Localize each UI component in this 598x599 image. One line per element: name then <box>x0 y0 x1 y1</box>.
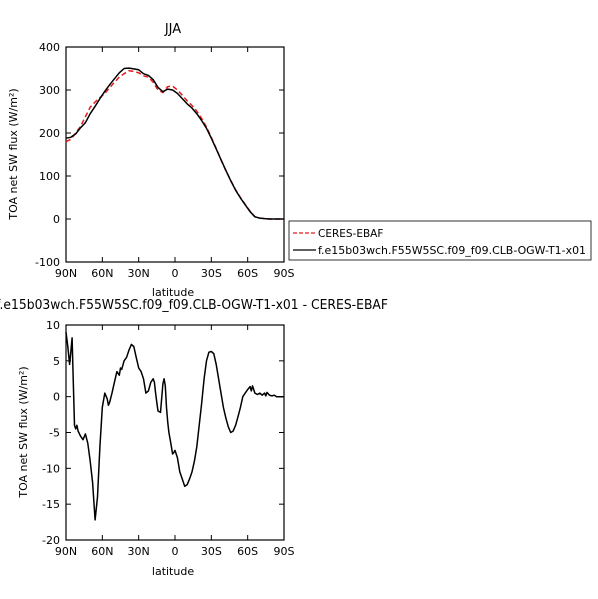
top-y-tick-label: 400 <box>39 41 60 54</box>
top-x-tick-label: 60N <box>91 267 113 280</box>
top-y-axis: -100 0 100 200 300 400 <box>35 41 284 269</box>
top-y-tick-label: 100 <box>39 170 60 183</box>
bottom-x-tick-label: 90N <box>55 545 77 558</box>
top-y-tick-label: -100 <box>35 256 60 269</box>
bottom-x-axis: 90N 60N 30N 0 30S 60S 90S <box>55 325 295 558</box>
legend-label-ceres: CERES-EBAF <box>318 228 383 240</box>
top-chart-title: JJA <box>164 22 181 37</box>
top-y-tick-label: 0 <box>53 213 60 226</box>
top-series-line-2 <box>65 67 284 220</box>
top-x-tick-label: 90N <box>55 267 77 280</box>
top-y-tick-label: 200 <box>39 127 60 140</box>
bottom-y-tick-label: -15 <box>42 498 60 511</box>
bottom-x-tick-label: 0 <box>172 545 179 558</box>
bottom-series-group <box>65 332 284 521</box>
bottom-y-axis-label: TOA net SW flux (W/m²) <box>17 366 30 498</box>
bottom-y-tick-label: 10 <box>46 319 60 332</box>
bottom-x-tick-label: 60N <box>91 545 113 558</box>
bottom-y-axis: -20 -15 -10 -5 0 5 10 <box>42 319 284 547</box>
bottom-y-tick-label: -10 <box>42 462 60 475</box>
bottom-plot-frame <box>65 324 285 541</box>
bottom-x-tick-label: 90S <box>274 545 295 558</box>
bottom-y-tick-label: -5 <box>49 427 60 440</box>
top-series-line-1 <box>65 69 284 220</box>
top-x-tick-label: 0 <box>172 267 179 280</box>
top-x-tick-label: 30S <box>201 267 222 280</box>
top-x-axis-label: latitude <box>152 286 194 299</box>
bottom-panel: f.e15b03wch.F55W5SC.f09_f09.CLB-OGW-T1-x… <box>0 298 388 578</box>
top-plot-frame <box>65 46 285 263</box>
legend-label-model: f.e15b03wch.F55W5SC.f09_f09.CLB-OGW-T1-x… <box>318 245 586 257</box>
bottom-y-tick-label: -20 <box>42 534 60 547</box>
bottom-x-tick-label: 30S <box>201 545 222 558</box>
top-series-group <box>65 67 284 220</box>
bottom-x-tick-label: 30N <box>128 545 150 558</box>
top-y-axis-label: TOA net SW flux (W/m²) <box>7 88 20 220</box>
legend: CERES-EBAF f.e15b03wch.F55W5SC.f09_f09.C… <box>288 220 592 261</box>
legend-box <box>288 220 592 261</box>
bottom-y-tick-label: 5 <box>53 355 60 368</box>
bottom-x-tick-label: 60S <box>237 545 258 558</box>
bottom-y-tick-label: 0 <box>53 391 60 404</box>
top-y-tick-label: 300 <box>39 84 60 97</box>
top-x-tick-label: 90S <box>274 267 295 280</box>
bottom-x-axis-label: latitude <box>152 565 194 578</box>
top-x-axis: 90N 60N 30N 0 30S 60S 90S <box>55 47 295 280</box>
bottom-series-line-1 <box>65 332 284 521</box>
top-x-tick-label: 60S <box>237 267 258 280</box>
top-x-tick-label: 30N <box>128 267 150 280</box>
bottom-chart-title: f.e15b03wch.F55W5SC.f09_f09.CLB-OGW-T1-x… <box>0 298 388 313</box>
